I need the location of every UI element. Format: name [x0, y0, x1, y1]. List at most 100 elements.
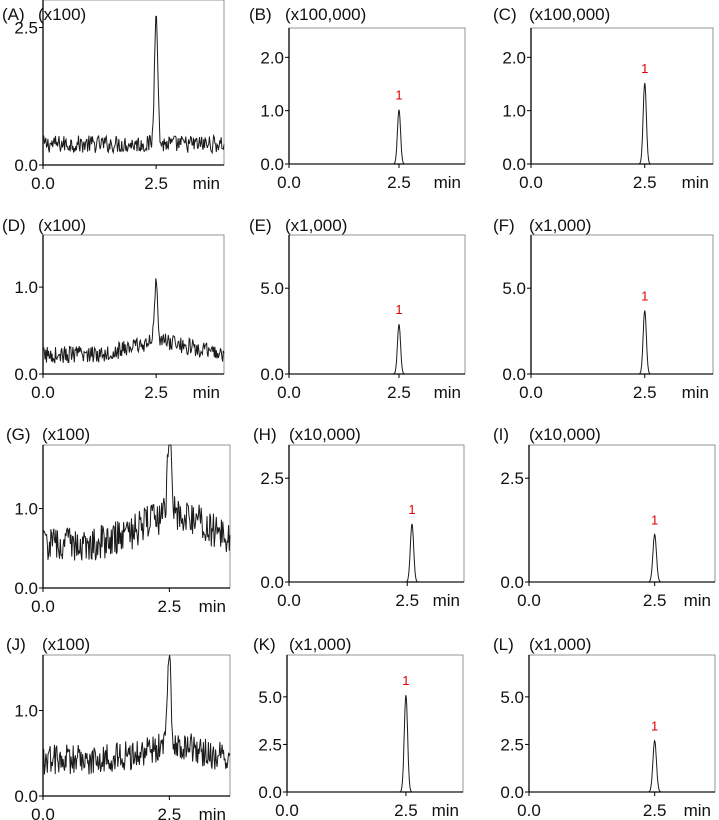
x-tick-label: 0.0 [31, 174, 55, 193]
y-tick-label: 1.0 [14, 500, 38, 519]
panel-label: (G) [6, 425, 31, 444]
chromatogram-trace [289, 523, 464, 583]
y-tick-label: 0.0 [502, 155, 526, 174]
chromatogram-trace [42, 654, 231, 775]
y-tick-label: 0.0 [260, 155, 284, 174]
panel-h: (H) (x10,000) 0.0 2.5 0.0 2.5 min 1 [253, 425, 465, 610]
panel-label: (D) [2, 216, 26, 235]
y-tick-label: 0.0 [14, 579, 38, 598]
x-axis-label: min [684, 591, 711, 610]
y-tick-label: 0.0 [14, 787, 38, 806]
y-multiplier-label: (x10,000) [289, 425, 361, 444]
chromatogram-trace [287, 695, 463, 793]
peak-label: 1 [641, 61, 648, 76]
y-tick-label: 0.0 [502, 365, 526, 384]
panel-d: (D) (x100) 0.0 1.0 0.0 2.5 min [2, 216, 225, 402]
x-axis-label: min [193, 383, 220, 402]
peak-label: 1 [651, 719, 658, 734]
y-multiplier-label: (x1,000) [289, 635, 351, 654]
x-tick-label: 0.0 [277, 591, 301, 610]
panel-i: (I) (x10,000) 0.0 2.5 0.0 2.5 min 1 [493, 425, 716, 610]
plot-frame [288, 234, 466, 375]
x-tick-label: 2.5 [394, 801, 418, 820]
x-tick-label: 2.5 [158, 597, 182, 616]
panel-k: (K) (x1,000) 0.0 2.5 5.0 0.0 2.5 min 1 [253, 635, 464, 820]
y-tick-label: 0.0 [500, 783, 524, 802]
peak-label: 1 [651, 512, 658, 527]
x-tick-label: 2.5 [144, 174, 168, 193]
panel-label: (E) [249, 216, 272, 235]
x-tick-label: 0.0 [275, 801, 299, 820]
chromatogram-trace [42, 444, 231, 561]
panel-label: (L) [493, 635, 514, 654]
x-tick-label: 0.0 [517, 801, 541, 820]
y-multiplier-label: (x100) [38, 5, 86, 24]
y-tick-label: 1.0 [502, 102, 526, 121]
x-tick-label: 0.0 [31, 383, 55, 402]
x-tick-label: 2.5 [144, 383, 168, 402]
peak-label: 1 [641, 289, 648, 304]
x-tick-label: 0.0 [31, 805, 55, 820]
panel-b: (B) (x100,000) 0.0 1.0 2.0 0.0 2.5 min 1 [249, 5, 466, 192]
y-tick-label: 5.0 [500, 688, 524, 707]
x-tick-label: 0.0 [277, 383, 301, 402]
y-tick-label: 0.0 [260, 365, 284, 384]
panel-label: (H) [253, 425, 277, 444]
x-tick-label: 0.0 [517, 591, 541, 610]
panel-l: (L) (x1,000) 0.0 2.5 5.0 0.0 2.5 min 1 [493, 635, 716, 820]
x-tick-label: 2.5 [643, 801, 667, 820]
panel-label: (B) [249, 5, 272, 24]
plot-frame [288, 444, 465, 583]
chromatogram-trace [289, 324, 465, 375]
x-tick-label: 2.5 [633, 383, 657, 402]
plot-frame [530, 27, 714, 165]
x-tick-label: 2.5 [387, 383, 411, 402]
y-tick-label: 2.5 [260, 469, 284, 488]
y-tick-label: 2.0 [260, 48, 284, 67]
plot-frame [530, 234, 714, 375]
chromatogram-trace [42, 15, 225, 155]
y-tick-label: 0.0 [14, 156, 38, 175]
x-axis-label: min [199, 597, 226, 616]
y-tick-label: 2.0 [502, 48, 526, 67]
panel-a: (A) (x100) 0.0 2.5 0.0 2.5 min [2, 0, 225, 193]
plot-frame [42, 234, 225, 375]
y-tick-label: 5.0 [258, 688, 282, 707]
panel-c: (C) (x100,000) 0.0 1.0 2.0 0.0 2.5 min 1 [493, 5, 714, 192]
plot-frame [528, 444, 716, 583]
peak-label: 1 [408, 502, 415, 517]
y-multiplier-label: (x100) [38, 216, 86, 235]
y-tick-label: 1.0 [14, 278, 38, 297]
x-tick-label: 2.5 [395, 591, 419, 610]
y-multiplier-label: (x1,000) [529, 635, 591, 654]
y-multiplier-label: (x1,000) [529, 216, 591, 235]
panel-label: (I) [493, 425, 509, 444]
plot-frame [42, 654, 231, 797]
panel-g: (G) (x100) 0.0 1.0 0.0 2.5 min [6, 425, 231, 616]
x-tick-label: 0.0 [519, 173, 543, 192]
y-tick-label: 0.0 [14, 365, 38, 384]
y-multiplier-label: (x100) [42, 635, 90, 654]
peak-label: 1 [395, 88, 402, 103]
chromatogram-trace [531, 310, 713, 375]
panel-f: (F) (x1,000) 0.0 5.0 0.0 2.5 min 1 [493, 216, 714, 402]
panel-e: (E) (x1,000) 0.0 5.0 0.0 2.5 min 1 [249, 216, 466, 402]
x-tick-label: 0.0 [277, 173, 301, 192]
y-tick-label: 0.0 [260, 573, 284, 592]
chromatogram-trace [529, 739, 715, 793]
panel-label: (F) [493, 216, 515, 235]
x-axis-label: min [199, 805, 226, 820]
chromatogram-trace [42, 278, 225, 364]
peak-label: 1 [395, 302, 402, 317]
x-axis-label: min [682, 173, 709, 192]
x-axis-label: min [434, 383, 461, 402]
chromatogram-trace [289, 109, 465, 165]
y-tick-label: 2.5 [500, 735, 524, 754]
panel-label: (A) [2, 5, 25, 24]
x-axis-label: min [682, 383, 709, 402]
panel-j: (J) (x100) 0.0 1.0 0.0 2.5 min [6, 635, 231, 820]
y-tick-label: 2.5 [500, 469, 524, 488]
y-multiplier-label: (x10,000) [529, 425, 601, 444]
x-tick-label: 0.0 [31, 597, 55, 616]
